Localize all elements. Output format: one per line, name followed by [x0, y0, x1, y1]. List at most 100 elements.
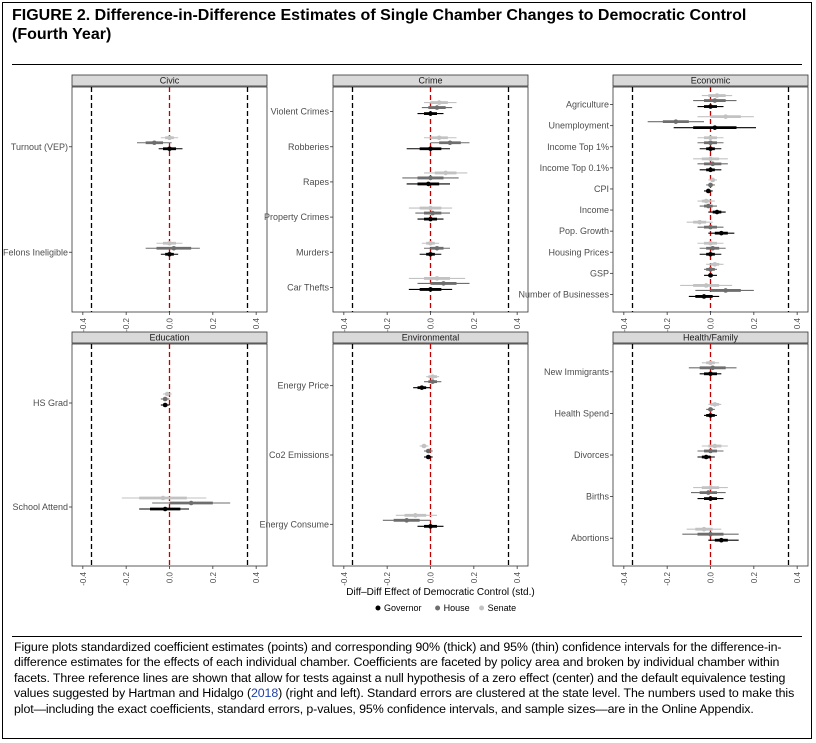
- estimate-senate: [163, 391, 172, 397]
- outcome-energy-price: Energy Price: [277, 374, 442, 391]
- estimate-point: [428, 175, 433, 181]
- outcome-hs-grad: HS Grad: [33, 391, 172, 408]
- outcome-murders: Murders: [296, 240, 450, 257]
- facet-environmental: Environmental -0.4 -0.2 0.0 0.2 0.4 Energy Pri…: [259, 331, 529, 586]
- x-tick-label: 0.4: [793, 571, 802, 583]
- estimate-senate: [424, 170, 468, 176]
- estimate-house: [699, 203, 717, 209]
- estimate-point: [714, 93, 720, 98]
- y-tick-label: Housing Prices: [548, 247, 609, 257]
- estimate-point: [428, 111, 433, 116]
- estimate-senate: [424, 100, 457, 105]
- x-tick-label: -0.4: [340, 571, 349, 585]
- estimate-point: [167, 240, 172, 246]
- x-tick-label: -0.2: [663, 317, 672, 331]
- caption-citation-link[interactable]: 2018: [250, 686, 279, 701]
- outcome-housing-prices: Housing Prices: [548, 240, 726, 257]
- outcome-income-top-1: Income Top 1%: [547, 135, 724, 152]
- estimate-point: [413, 513, 418, 518]
- y-tick-label: Divorces: [574, 450, 610, 460]
- estimate-governor: [708, 537, 739, 543]
- estimate-point: [712, 443, 718, 449]
- facet-strip: [612, 331, 809, 344]
- y-tick-label: Co2 Emissions: [269, 450, 330, 460]
- outcome-robberies: Robberies: [288, 135, 470, 152]
- estimate-point: [165, 391, 170, 397]
- estimate-point: [673, 119, 679, 124]
- estimate-point: [162, 402, 168, 408]
- estimate-governor: [697, 496, 724, 501]
- y-tick-label: Births: [586, 492, 610, 502]
- estimate-senate: [693, 485, 728, 490]
- legend: Governor House Senate: [375, 603, 516, 613]
- estimate-senate: [697, 114, 754, 119]
- facet-strip-label: Civic: [160, 76, 180, 86]
- estimate-senate: [121, 495, 207, 501]
- estimate-point: [441, 281, 446, 286]
- estimate-senate: [426, 374, 440, 379]
- estimate-governor: [413, 385, 431, 390]
- outcome-income-top-0-1: Income Top 0.1%: [540, 156, 728, 173]
- legend-item-house: House: [435, 603, 470, 613]
- x-tick-label: 0.2: [750, 571, 759, 583]
- legend-label: Governor: [384, 603, 422, 613]
- estimate-senate: [395, 513, 437, 518]
- estimate-point: [428, 146, 433, 152]
- outcome-unemployment: Unemployment: [548, 114, 756, 131]
- estimate-house: [145, 245, 200, 251]
- x-tick-label: -0.4: [620, 317, 629, 331]
- estimate-point: [428, 524, 433, 529]
- estimate-house: [706, 182, 715, 188]
- y-tick-label: Violent Crimes: [271, 107, 330, 117]
- estimate-point: [708, 267, 713, 272]
- y-tick-label: Energy Price: [277, 381, 329, 391]
- facet-strip-label: Environmental: [402, 333, 460, 343]
- facet-strip-label: Health/Family: [683, 333, 739, 343]
- estimate-point: [712, 402, 718, 407]
- coefficient-plot: Civic -0.4 -0.2 0.0 0.2 0.4 Turnout (VEP) Felon…: [3, 74, 809, 613]
- estimate-governor: [699, 146, 722, 152]
- x-tick-label: -0.2: [383, 571, 392, 585]
- estimate-point: [162, 396, 168, 402]
- y-tick-label: Agriculture: [566, 100, 609, 110]
- estimate-point: [719, 537, 724, 543]
- estimate-point: [708, 371, 713, 377]
- estimate-senate: [686, 526, 722, 532]
- estimate-house: [160, 396, 170, 402]
- outcome-property-crimes: Property Crimes: [264, 205, 453, 222]
- estimate-governor: [419, 251, 442, 257]
- estimate-senate: [156, 240, 183, 246]
- x-tick-label: 0.2: [470, 571, 479, 583]
- estimate-house: [402, 175, 459, 181]
- estimate-point: [421, 443, 427, 449]
- estimate-point: [723, 114, 728, 119]
- x-tick-label: 0.4: [252, 317, 261, 329]
- estimate-house: [697, 224, 724, 230]
- estimate-house: [695, 288, 754, 293]
- estimate-point: [426, 454, 431, 460]
- legend-item-governor: Governor: [375, 603, 422, 613]
- x-tick-label: 0.4: [252, 571, 261, 583]
- estimate-senate: [708, 177, 717, 183]
- estimate-house: [688, 365, 737, 371]
- estimate-house: [647, 119, 704, 124]
- x-tick-label: 0.0: [707, 317, 716, 329]
- estimate-governor: [704, 188, 713, 194]
- estimate-point: [708, 104, 713, 109]
- estimate-senate: [408, 276, 466, 281]
- facet-strip: [71, 331, 268, 344]
- estimate-governor: [160, 402, 170, 408]
- title-rule: [12, 64, 802, 65]
- y-tick-label: Energy Consume: [259, 519, 329, 529]
- estimate-point: [708, 407, 713, 412]
- y-tick-label: Property Crimes: [264, 212, 330, 222]
- estimate-governor: [697, 454, 715, 460]
- estimate-point: [708, 251, 713, 257]
- estimate-point: [706, 188, 711, 194]
- outcome-new-immigrants: New Immigrants: [544, 360, 737, 377]
- estimate-governor: [417, 216, 444, 222]
- estimate-point: [436, 135, 442, 141]
- estimate-senate: [421, 240, 440, 246]
- estimate-governor: [160, 251, 179, 257]
- estimate-point: [719, 230, 724, 236]
